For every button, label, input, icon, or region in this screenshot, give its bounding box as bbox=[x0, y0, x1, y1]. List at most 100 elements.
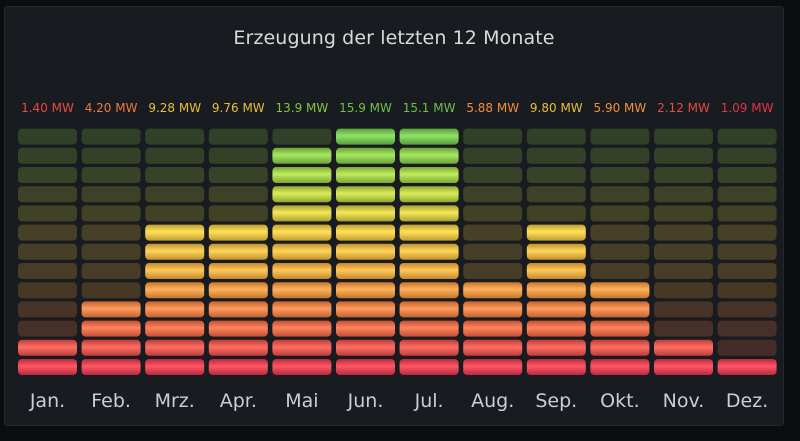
bar-cell-unlit bbox=[717, 243, 777, 260]
bar-cell-unlit bbox=[81, 263, 141, 279]
bar-cell-lit bbox=[526, 243, 586, 260]
bar-cell-lit bbox=[336, 359, 395, 375]
value-label: 5.90 MW bbox=[594, 101, 647, 115]
bar-cell-unlit bbox=[590, 167, 650, 183]
bar-cell-unlit bbox=[18, 301, 77, 318]
category-label: Okt. bbox=[600, 390, 639, 412]
bar-cell-lit bbox=[208, 224, 268, 241]
bar-cell-lit bbox=[208, 359, 268, 375]
value-label: 2.12 MW bbox=[657, 101, 710, 115]
bar-cell-lit bbox=[336, 263, 395, 279]
bar-cell-lit bbox=[526, 320, 586, 337]
chart-panel: Erzeugung der letzten 12 Monate 1.40 MW J… bbox=[4, 6, 784, 426]
bar-cell-unlit bbox=[717, 282, 777, 299]
bar-cell-lit bbox=[590, 359, 650, 375]
value-label: 5.88 MW bbox=[466, 101, 519, 115]
bar-cell-lit bbox=[654, 359, 713, 375]
bar-cell-unlit bbox=[81, 205, 141, 222]
bar-cell-unlit bbox=[590, 205, 650, 222]
bar-cell-lit bbox=[336, 224, 395, 241]
bar-cell-unlit bbox=[717, 224, 777, 241]
bar-cell-lit bbox=[399, 205, 459, 222]
bar-cell-lit bbox=[145, 263, 205, 279]
bar-cell-unlit bbox=[18, 224, 77, 241]
category-label: Sep. bbox=[535, 390, 577, 412]
bar-dez bbox=[717, 128, 777, 375]
bar-feb bbox=[81, 128, 141, 375]
bar-cell-unlit bbox=[208, 205, 268, 222]
bar-cell-lit bbox=[399, 167, 459, 183]
bar-cell-unlit bbox=[18, 320, 77, 337]
bar-cell-lit bbox=[336, 243, 395, 260]
bar-cell-unlit bbox=[18, 282, 77, 299]
bar-cell-unlit bbox=[654, 167, 713, 183]
bar-cell-unlit bbox=[526, 128, 586, 145]
bar-cell-unlit bbox=[717, 205, 777, 222]
bar-cell-lit bbox=[272, 167, 332, 183]
bar-jan bbox=[18, 128, 77, 375]
bar-cell-unlit bbox=[590, 224, 650, 241]
bar-cell-unlit bbox=[463, 224, 523, 241]
bar-cell-unlit bbox=[463, 147, 523, 164]
bar-cell-unlit bbox=[590, 186, 650, 203]
bar-cell-lit bbox=[399, 320, 459, 337]
category-label: Apr. bbox=[220, 390, 257, 412]
bar-cell-lit bbox=[145, 359, 205, 375]
bar-cell-unlit bbox=[81, 186, 141, 203]
bar-cell-unlit bbox=[463, 167, 523, 183]
value-label: 15.1 MW bbox=[403, 101, 456, 115]
bar-cell-unlit bbox=[463, 205, 523, 222]
bar-cell-lit bbox=[399, 359, 459, 375]
bar-cell-lit bbox=[208, 339, 268, 356]
bar-nov bbox=[654, 128, 713, 375]
panel-title: Erzeugung der letzten 12 Monate bbox=[233, 27, 555, 49]
bar-cell-unlit bbox=[526, 147, 586, 164]
bar-cell-unlit bbox=[654, 263, 713, 279]
bar-cell-lit bbox=[208, 320, 268, 337]
bar-cell-lit bbox=[654, 339, 713, 356]
bar-cell-unlit bbox=[145, 186, 205, 203]
bar-cell-unlit bbox=[654, 128, 713, 145]
bar-cell-lit bbox=[336, 301, 395, 318]
bar-cell-lit bbox=[399, 263, 459, 279]
bar-cell-unlit bbox=[654, 243, 713, 260]
bar-cell-lit bbox=[526, 301, 586, 318]
bar-cell-lit bbox=[463, 301, 523, 318]
bar-cell-lit bbox=[463, 359, 523, 375]
bar-cell-lit bbox=[208, 282, 268, 299]
bar-cell-unlit bbox=[81, 128, 141, 145]
bar-cell-unlit bbox=[81, 243, 141, 260]
bar-cell-lit bbox=[336, 339, 395, 356]
bar-cell-lit bbox=[272, 263, 332, 279]
bar-cell-unlit bbox=[145, 167, 205, 183]
bar-cell-lit bbox=[272, 339, 332, 356]
bar-cell-lit bbox=[717, 359, 777, 375]
bar-cell-lit bbox=[399, 128, 459, 145]
bar-cell-unlit bbox=[208, 147, 268, 164]
bar-cell-lit bbox=[526, 282, 586, 299]
bar-cell-lit bbox=[81, 301, 141, 318]
bar-cell-lit bbox=[272, 320, 332, 337]
bar-cell-lit bbox=[336, 186, 395, 203]
bar-cell-lit bbox=[399, 282, 459, 299]
bar-cell-lit bbox=[399, 243, 459, 260]
bar-cell-unlit bbox=[208, 167, 268, 183]
bar-cell-lit bbox=[18, 339, 77, 356]
bar-cell-unlit bbox=[717, 301, 777, 318]
bar-cell-lit bbox=[590, 339, 650, 356]
bar-cell-lit bbox=[336, 282, 395, 299]
bar-cell-unlit bbox=[717, 167, 777, 183]
bar-cell-lit bbox=[208, 301, 268, 318]
bar-cell-lit bbox=[399, 147, 459, 164]
bar-cell-lit bbox=[526, 339, 586, 356]
bar-cell-unlit bbox=[654, 147, 713, 164]
bar-cell-unlit bbox=[590, 263, 650, 279]
bar-cell-unlit bbox=[654, 205, 713, 222]
bar-cell-lit bbox=[336, 147, 395, 164]
value-label: 4.20 MW bbox=[85, 101, 138, 115]
category-label: Jun. bbox=[347, 390, 384, 412]
bar-cell-unlit bbox=[717, 128, 777, 145]
bar-cell-lit bbox=[272, 147, 332, 164]
bar-cell-unlit bbox=[81, 147, 141, 164]
bar-cell-unlit bbox=[463, 128, 523, 145]
